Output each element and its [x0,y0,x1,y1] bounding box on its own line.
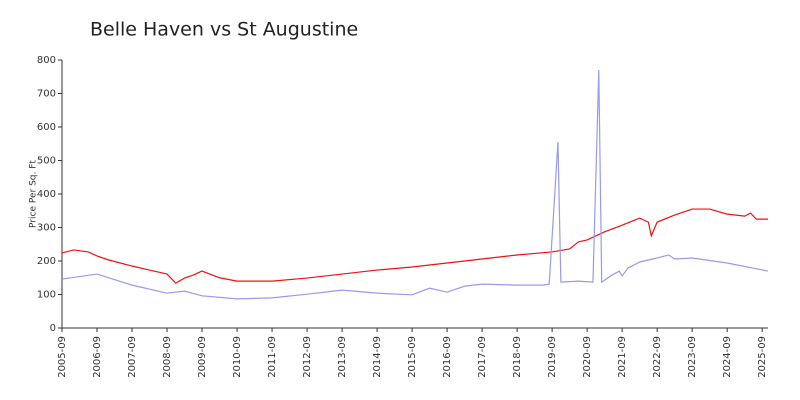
y-tick-label: 100 [37,290,56,301]
y-axis-label: Price Per Sq. Ft [29,160,39,228]
x-tick-label: 2025-09 [757,336,768,378]
x-tick-label: 2017-09 [477,336,488,378]
x-tick-label: 2023-09 [687,336,698,378]
y-tick-label: 200 [37,256,56,267]
x-tick-label: 2014-09 [372,336,383,378]
x-tick-label: 2009-09 [197,336,208,378]
x-tick-label: 2005-09 [57,336,68,378]
y-tick-label: 800 [37,55,56,66]
x-tick-label: 2016-09 [442,336,453,378]
x-tick-label: 2020-09 [582,336,593,378]
x-tick-label: 2018-09 [512,336,523,378]
y-tick-label: 500 [37,156,56,167]
x-tick-label: 2010-09 [232,336,243,378]
x-tick-label: 2008-09 [162,336,173,378]
x-tick-label: 2021-09 [617,336,628,378]
x-tick-label: 2015-09 [407,336,418,378]
x-tick-label: 2013-09 [337,336,348,378]
x-tick-label: 2011-09 [267,336,278,378]
chart-title: Belle Haven vs St Augustine [90,19,358,41]
y-tick-label: 700 [37,89,56,100]
x-tick-label: 2007-09 [127,336,138,378]
x-tick-label: 2006-09 [92,336,103,378]
x-tick-label: 2019-09 [547,336,558,378]
y-tick-label: 300 [37,223,56,234]
y-tick-label: 400 [37,189,56,200]
y-tick-label: 0 [50,323,56,334]
x-tick-label: 2022-09 [652,336,663,378]
x-tick-label: 2012-09 [302,336,313,378]
series-line [61,208,768,284]
series-line [61,70,769,300]
y-tick-label: 600 [37,122,56,133]
x-tick-label: 2024-09 [722,336,733,378]
